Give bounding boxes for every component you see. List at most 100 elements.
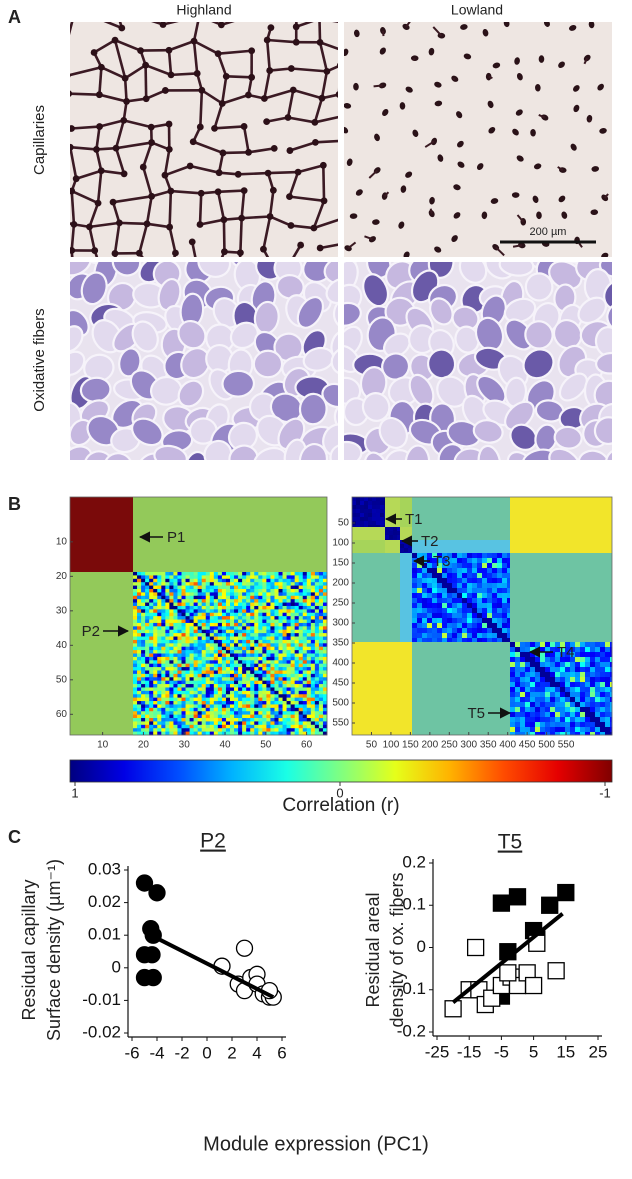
capillary (193, 70, 201, 77)
heatmap-cell (585, 687, 591, 693)
heatmap-cell (570, 727, 576, 733)
heatmap-cell (282, 731, 287, 736)
heatmap-cell (364, 497, 369, 502)
heatmap-cell (161, 595, 166, 600)
heatmap-cell (452, 628, 458, 634)
heatmap-cell (230, 711, 235, 715)
heatmap-cell (437, 583, 443, 589)
heatmap-cell (141, 605, 146, 610)
capillary (146, 222, 170, 229)
heatmap-cell (173, 673, 178, 678)
capillary (145, 89, 166, 100)
heatmap-cell (209, 660, 215, 664)
heatmap-cell (314, 619, 320, 624)
heatmap-cell (213, 677, 219, 681)
heatmap-cell (230, 724, 235, 729)
heatmap-cell (169, 667, 174, 671)
heatmap-cell (286, 694, 291, 698)
heatmap-cell (310, 629, 316, 634)
heatmap-cell (209, 677, 215, 681)
heatmap-cell (213, 714, 219, 719)
heatmap-cell (462, 583, 468, 589)
heatmap-cell (482, 568, 488, 574)
heatmap-cell (540, 667, 546, 673)
capillary (294, 0, 301, 4)
heatmap-cell (286, 680, 291, 685)
heatmap-cell (234, 612, 239, 617)
heatmap-cell (234, 575, 239, 580)
heatmap-cell (149, 687, 154, 692)
heatmap-block (412, 540, 510, 553)
heatmap-cell (274, 663, 279, 668)
heatmap-cell (221, 667, 227, 671)
heatmap-cell (189, 714, 194, 719)
heatmap-cell (181, 697, 186, 702)
heatmap-cell (270, 643, 275, 648)
heatmap-cell (565, 657, 571, 663)
heatmap-cell (322, 629, 328, 634)
heatmap-cell (250, 680, 255, 685)
fiber (184, 450, 208, 460)
heatmap-cell (133, 656, 138, 661)
heatmap-cell (266, 578, 271, 583)
heatmap-cell (570, 677, 576, 683)
heatmap-cell (185, 572, 190, 576)
heatmap-cell (452, 638, 458, 643)
fiber (111, 262, 142, 277)
heatmap-cell (585, 682, 591, 688)
heatmap-cell (580, 657, 586, 663)
capillary (294, 22, 298, 27)
heatmap-cell (242, 619, 247, 624)
heatmap-cell (294, 728, 300, 732)
heatmap-cell (294, 619, 300, 624)
heatmap-cell (595, 697, 601, 703)
fiber (153, 444, 188, 460)
heatmap-cell (294, 707, 300, 712)
heatmap-cell (234, 599, 239, 603)
heatmap-cell (209, 711, 215, 715)
heatmap-cell (462, 593, 468, 599)
heatmap-cell (274, 731, 279, 736)
capillary (218, 100, 226, 107)
heatmap-cell (580, 682, 586, 688)
heatmap-cell (314, 694, 320, 698)
heatmap-cell (432, 558, 438, 564)
capillary (627, 104, 632, 112)
heatmap-cell (322, 687, 328, 692)
heatmap-cell (600, 702, 606, 708)
heatmap-cell (580, 712, 586, 718)
heatmap-cell (254, 572, 259, 576)
heatmap-cell (137, 578, 142, 583)
capillary (263, 36, 271, 44)
capillary (109, 198, 117, 206)
heatmap-cell (149, 619, 154, 624)
heatmap-cell (318, 718, 324, 722)
heatmap-cell (294, 595, 300, 600)
heatmap-cell (487, 628, 493, 634)
heatmap-cell (157, 711, 162, 715)
heatmap-cell (278, 602, 283, 607)
heatmap-cell (209, 704, 215, 709)
capillary (533, 163, 542, 170)
heatmap-cell (173, 718, 178, 722)
capillary (297, 0, 324, 1)
heatmap-cell (314, 673, 320, 678)
heatmap-cell (298, 663, 304, 668)
heatmap-cell (314, 660, 320, 664)
heatmap-cell (246, 605, 251, 610)
heatmap-cell (310, 714, 316, 719)
fiber (622, 294, 632, 331)
capillary (216, 53, 228, 77)
heatmap-cell (250, 605, 255, 610)
heatmap-cell (477, 608, 483, 614)
heatmap-cell (137, 592, 142, 597)
heatmap-cell (254, 721, 259, 726)
heatmap-cell (169, 653, 174, 658)
heatmap-cell (185, 578, 190, 583)
heatmap-cell (153, 639, 158, 644)
heatmap-cell (213, 656, 219, 661)
heatmap-cell (270, 612, 275, 617)
heatmap-cell (472, 603, 478, 609)
heatmap-cell (610, 707, 613, 713)
heatmap-cell (565, 712, 571, 718)
